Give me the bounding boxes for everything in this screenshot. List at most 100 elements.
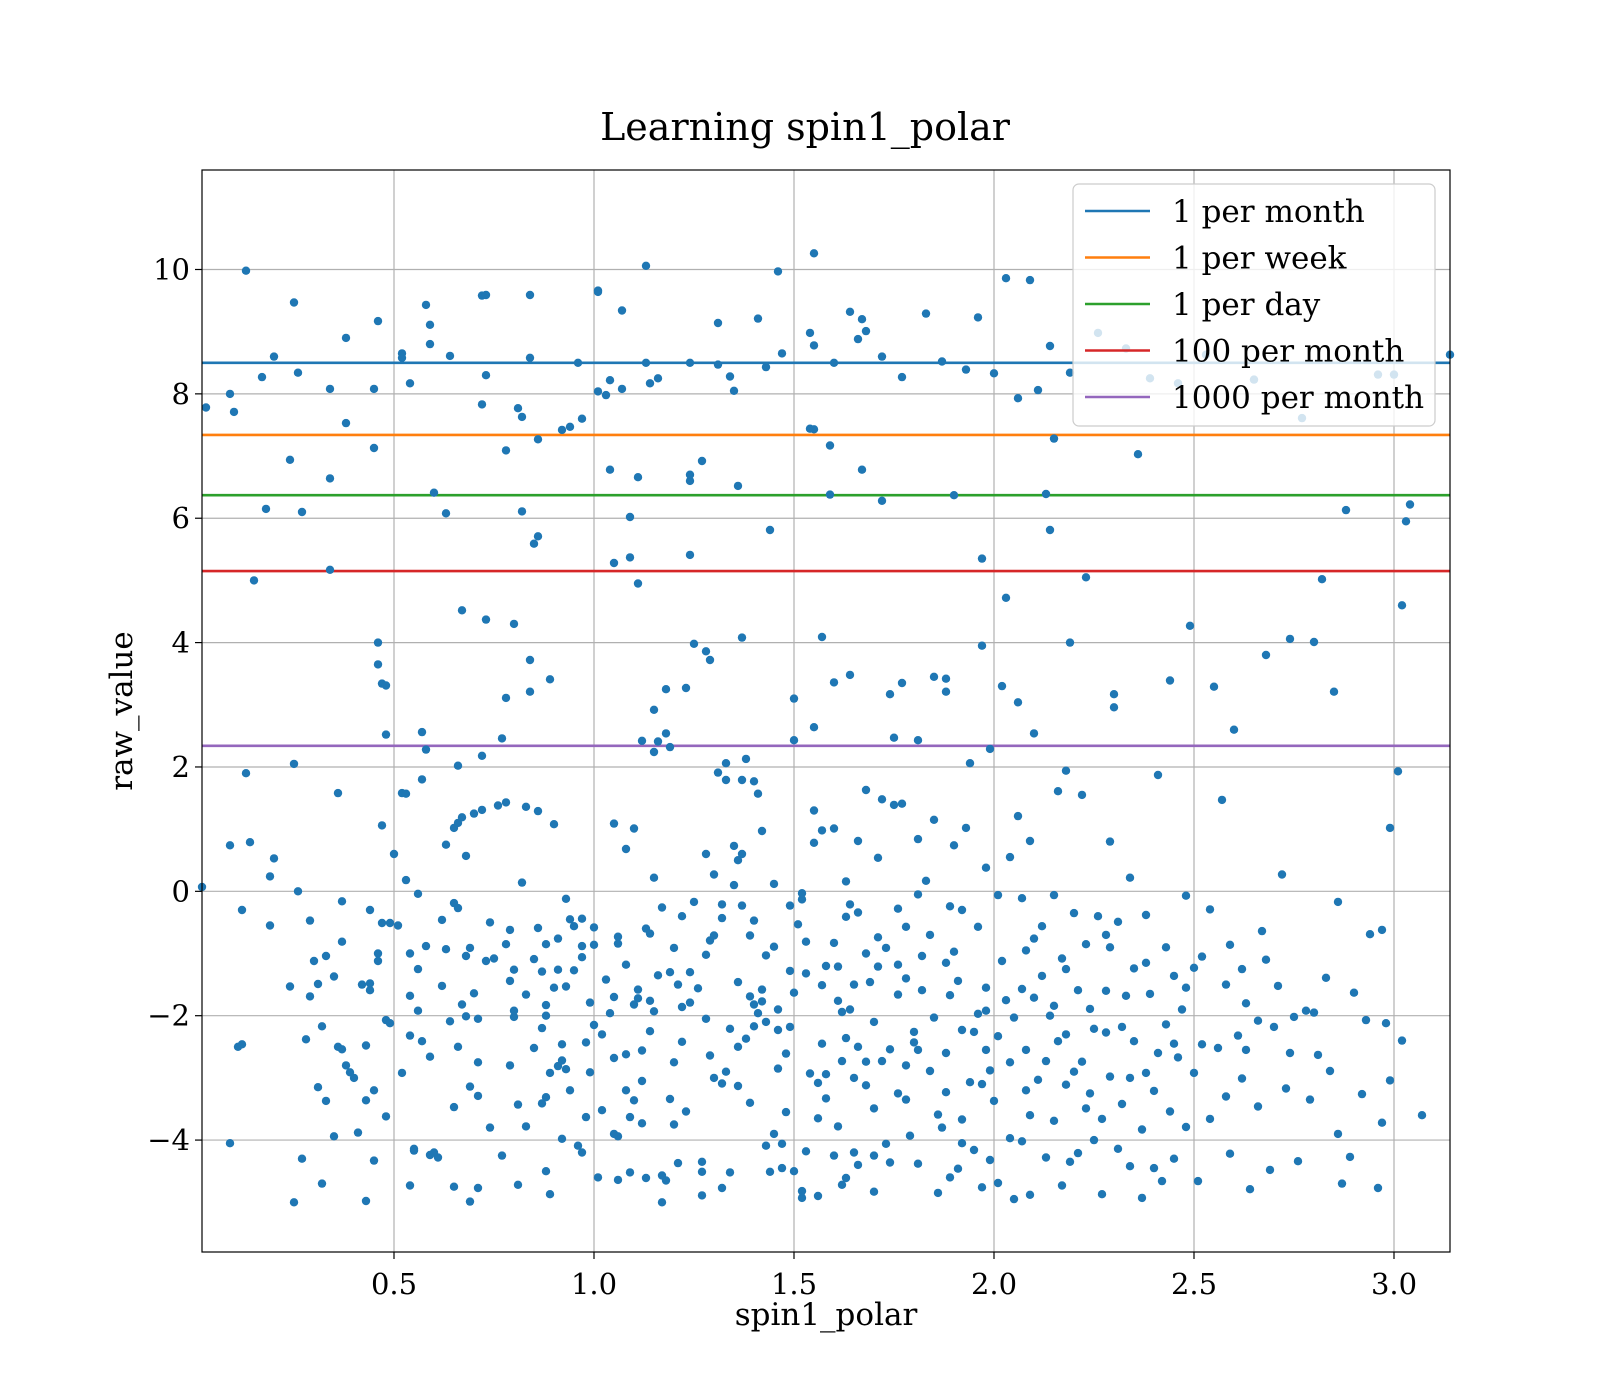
scatter-point [713, 768, 723, 777]
scatter-point [877, 352, 887, 361]
scatter-point [1089, 1135, 1099, 1145]
scatter-point [1337, 1179, 1347, 1188]
scatter-points [197, 249, 1455, 1207]
scatter-point [861, 1081, 871, 1090]
scatter-point [505, 1061, 515, 1070]
scatter-point [229, 407, 239, 417]
scatter-point [765, 1167, 775, 1177]
y-tick-label: 4 [172, 626, 190, 660]
scatter-point [937, 357, 947, 366]
scatter-point [525, 687, 535, 696]
scatter-point [533, 923, 543, 933]
y-tick-label: 2 [172, 750, 190, 784]
scatter-point [473, 1183, 483, 1193]
scatter-point [501, 940, 511, 949]
scatter-point [1205, 905, 1215, 914]
scatter-point [857, 315, 867, 324]
scatter-point [1385, 823, 1395, 833]
scatter-point [701, 647, 711, 656]
scatter-point [925, 930, 935, 940]
y-tick-label: −4 [147, 1123, 190, 1157]
scatter-point [709, 870, 719, 879]
scatter-point [873, 933, 883, 942]
scatter-point [1073, 986, 1083, 995]
scatter-point [1221, 1092, 1231, 1101]
scatter-point [601, 975, 611, 984]
scatter-point [245, 838, 255, 847]
scatter-point [481, 371, 491, 380]
scatter-point [421, 745, 431, 754]
scatter-point [369, 384, 379, 394]
scatter-point [473, 1014, 483, 1023]
scatter-point [829, 824, 839, 833]
scatter-point [753, 789, 763, 798]
scatter-point [1373, 1183, 1383, 1193]
scatter-point [1237, 964, 1247, 974]
scatter-point [577, 941, 587, 951]
scatter-point [305, 992, 315, 1001]
scatter-point [1289, 1012, 1299, 1022]
scatter-point [1009, 1013, 1019, 1022]
scatter-point [609, 992, 619, 1002]
scatter-point [1021, 1086, 1031, 1095]
scatter-point [1361, 1015, 1371, 1025]
scatter-point [609, 819, 619, 828]
scatter-point [733, 977, 743, 987]
x-tick-label: 1.5 [771, 1267, 817, 1301]
scatter-point [801, 969, 811, 978]
scatter-point [893, 990, 903, 999]
scatter-point [797, 1186, 807, 1196]
scatter-point [697, 1157, 707, 1167]
scatter-point [565, 915, 575, 924]
scatter-point [417, 1037, 427, 1046]
scatter-point [1333, 1129, 1343, 1139]
scatter-point [921, 309, 931, 318]
scatter-point [1069, 908, 1079, 918]
scatter-point [877, 496, 887, 505]
scatter-point [1197, 1040, 1207, 1049]
scatter-point [729, 880, 739, 890]
scatter-point [529, 539, 539, 548]
scatter-point [949, 841, 959, 850]
scatter-point [757, 997, 767, 1006]
scatter-point [517, 507, 527, 516]
scatter-point [661, 685, 671, 694]
scatter-point [597, 1106, 607, 1115]
scatter-point [525, 290, 535, 300]
scatter-point [945, 902, 955, 911]
scatter-point [829, 938, 839, 948]
scatter-point [1073, 1148, 1083, 1158]
scatter-point [949, 947, 959, 956]
scatter-point [865, 977, 875, 987]
scatter-point [817, 632, 827, 642]
scatter-point [1357, 1089, 1367, 1099]
scatter-point [633, 985, 643, 994]
scatter-point [853, 334, 863, 344]
scatter-point [869, 1104, 879, 1113]
scatter-point [613, 1175, 623, 1185]
scatter-point [701, 1014, 711, 1023]
scatter-point [1125, 1073, 1135, 1083]
scatter-point [533, 435, 543, 444]
scatter-point [717, 1183, 727, 1193]
scatter-point [981, 983, 991, 992]
scatter-point [1253, 1102, 1263, 1111]
scatter-point [537, 1099, 547, 1108]
scatter-point [1165, 1107, 1175, 1116]
x-tick-label: 2.0 [971, 1267, 1017, 1301]
scatter-point [1349, 988, 1359, 997]
scatter-point [693, 984, 703, 993]
scatter-point [649, 747, 659, 757]
scatter-point [573, 358, 583, 367]
scatter-point [861, 785, 871, 795]
scatter-point [1193, 1176, 1203, 1186]
scatter-point [713, 360, 723, 369]
scatter-point [901, 922, 911, 931]
scatter-point [1049, 1001, 1059, 1010]
scatter-point [677, 1002, 687, 1012]
scatter-point [1209, 682, 1219, 691]
scatter-point [1181, 1122, 1191, 1132]
scatter-point [761, 362, 771, 372]
scatter-point [381, 730, 391, 739]
scatter-point [1189, 963, 1199, 972]
